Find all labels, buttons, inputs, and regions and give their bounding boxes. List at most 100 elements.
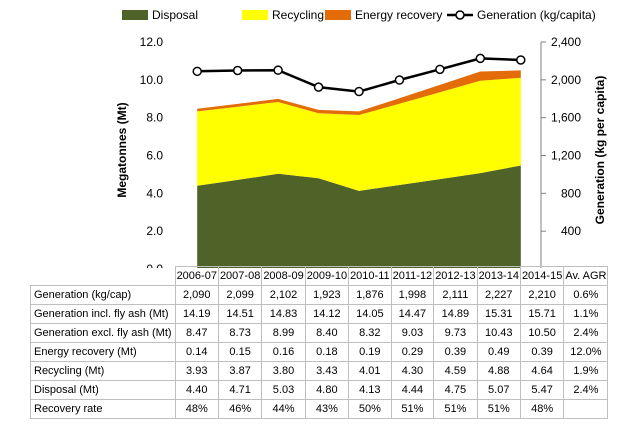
table-cell: 4.44	[390, 380, 435, 400]
y-right-tick-label: 2,400	[551, 35, 581, 49]
table-cell: 4.71	[217, 380, 263, 400]
table-cell: 43%	[304, 399, 350, 419]
table-cell: 4.30	[390, 361, 435, 381]
table-cell: 14.89	[433, 304, 478, 324]
generation-point	[516, 55, 526, 65]
table-cell: 14.47	[390, 304, 435, 324]
table-cell: 5.47	[519, 380, 565, 400]
y-right-tick-label: 1,200	[551, 149, 581, 163]
table-cell: 4.64	[519, 361, 565, 381]
table-column-header: 2014-15	[519, 266, 565, 286]
table-row-label: Generation (kg/cap)	[30, 285, 176, 305]
table-cell: 51%	[433, 399, 478, 419]
chart: Disposal Recycling Energy recovery Generati…	[115, 8, 607, 268]
table-header-row: 2006-07 2007-08 2008-09 2009-10 2010-11 2011-…	[31, 266, 609, 286]
table-corner	[31, 267, 176, 286]
table-row: Energy recovery (Mt) 0.14 0.15 0.16 0.18 0.19…	[30, 342, 609, 362]
table-row: Disposal (Mt) 4.40 4.71 5.03 4.80 4.13 4.44 4.7…	[30, 380, 609, 400]
table-column-header: 2010-11	[348, 266, 392, 286]
table-cell: 2,099	[217, 285, 263, 305]
table-cell: 14.83	[261, 304, 306, 324]
axes: 0.0 2.0 4.0 6.0 8.0 10.0 12.0 400 800 1,200 1,600 2…	[140, 35, 581, 268]
table-row-label: Disposal (Mt)	[30, 380, 176, 400]
table-column-header: 2012-13	[433, 266, 478, 286]
table-cell: 9.73	[433, 323, 478, 343]
table-cell: 12.0%	[563, 342, 609, 362]
table-cell: 0.39	[519, 342, 565, 362]
table-column-header: 2013-14	[476, 266, 521, 286]
table-cell: 1.1%	[563, 304, 609, 324]
table-cell: 2.4%	[563, 380, 609, 400]
area-recycling	[197, 77, 521, 191]
table-cell: 15.71	[519, 304, 565, 324]
table-cell: 2,090	[174, 285, 219, 305]
table-cell: 2,102	[261, 285, 306, 305]
table-cell: 8.99	[261, 323, 306, 343]
table-cell: 1,923	[304, 285, 350, 305]
legend-label-disposal: Disposal	[152, 8, 198, 22]
table-column-header: 2009-10	[304, 266, 350, 286]
table-cell: 15.31	[476, 304, 521, 324]
table-cell: 3.93	[174, 361, 219, 381]
legend-swatch-energy-recovery	[325, 10, 351, 20]
table-cell: 50%	[348, 399, 392, 419]
generation-point	[232, 65, 243, 76]
area-disposal	[197, 165, 521, 268]
table-cell: 0.18	[304, 342, 350, 362]
table-cell: 14.19	[174, 304, 219, 324]
table-cell: 44%	[261, 399, 306, 419]
table-row-label: Energy recovery (Mt)	[30, 342, 176, 362]
table-cell: 8.40	[304, 323, 350, 343]
table-cell	[563, 399, 609, 419]
y-right-tick-label: 800	[561, 186, 581, 200]
generation-line-series	[192, 53, 526, 97]
y-right-tick-label: 2,000	[551, 73, 581, 87]
table-cell: 48%	[174, 399, 219, 419]
table-cell: 46%	[217, 399, 263, 419]
generation-point	[354, 86, 364, 97]
y-left-tick-label: 0.0	[146, 262, 163, 268]
table-column-header: 2007-08	[217, 266, 263, 286]
table-column-header: Av. AGR	[563, 266, 609, 286]
table-row: Recovery rate 48% 46% 44% 43% 50% 51% 51% 51% 48%	[30, 399, 609, 419]
table-cell: 5.07	[476, 380, 521, 400]
table-cell: 1,998	[390, 285, 435, 305]
table-cell: 2,210	[519, 285, 565, 305]
table-cell: 51%	[390, 399, 435, 419]
y-left-tick-label: 10.0	[140, 73, 164, 87]
table-cell: 3.43	[304, 361, 350, 381]
table-cell: 0.49	[476, 342, 521, 362]
table-row: Generation incl. fly ash (Mt) 14.19 14.51 1…	[30, 304, 609, 324]
legend-label-energy-recovery: Energy recovery	[355, 8, 442, 22]
table-cell: 8.32	[348, 323, 392, 343]
table-cell: 4.75	[433, 380, 478, 400]
legend-swatch-marker	[455, 10, 465, 20]
table-cell: 14.12	[304, 304, 350, 324]
table-cell: 14.51	[217, 304, 263, 324]
generation-point	[273, 65, 283, 75]
table-cell: 4.59	[433, 361, 478, 381]
table-row-label: Generation excl. fly ash (Mt)	[30, 323, 176, 343]
y-left-tick-label: 2.0	[146, 224, 163, 238]
legend-swatch-recycling	[242, 10, 268, 20]
generation-point	[435, 64, 445, 75]
table-row: Generation excl. fly ash (Mt) 8.47 8.73 8.9…	[30, 323, 609, 343]
table-body: Generation (kg/cap) 2,090 2,099 2,102 1,923 1…	[30, 285, 609, 419]
generation-point	[313, 82, 324, 92]
generation-point	[394, 75, 405, 85]
table-cell: 51%	[476, 399, 521, 419]
table-cell: 14.05	[348, 304, 392, 324]
table-cell: 0.19	[348, 342, 392, 362]
table-cell: 4.13	[348, 380, 392, 400]
table-cell: 2.4%	[563, 323, 609, 343]
table-cell: 4.01	[348, 361, 392, 381]
y-left-tick-label: 4.0	[146, 186, 163, 200]
table-cell: 10.50	[519, 323, 565, 343]
table-cell: 4.40	[174, 380, 219, 400]
table-cell: 1,876	[348, 285, 392, 305]
table-cell: 0.15	[217, 342, 263, 362]
table-cell: 0.14	[174, 342, 219, 362]
table-row-label: Recycling (Mt)	[30, 361, 176, 381]
y-right-tick-label: 400	[561, 224, 581, 238]
table-cell: 0.6%	[563, 285, 609, 305]
